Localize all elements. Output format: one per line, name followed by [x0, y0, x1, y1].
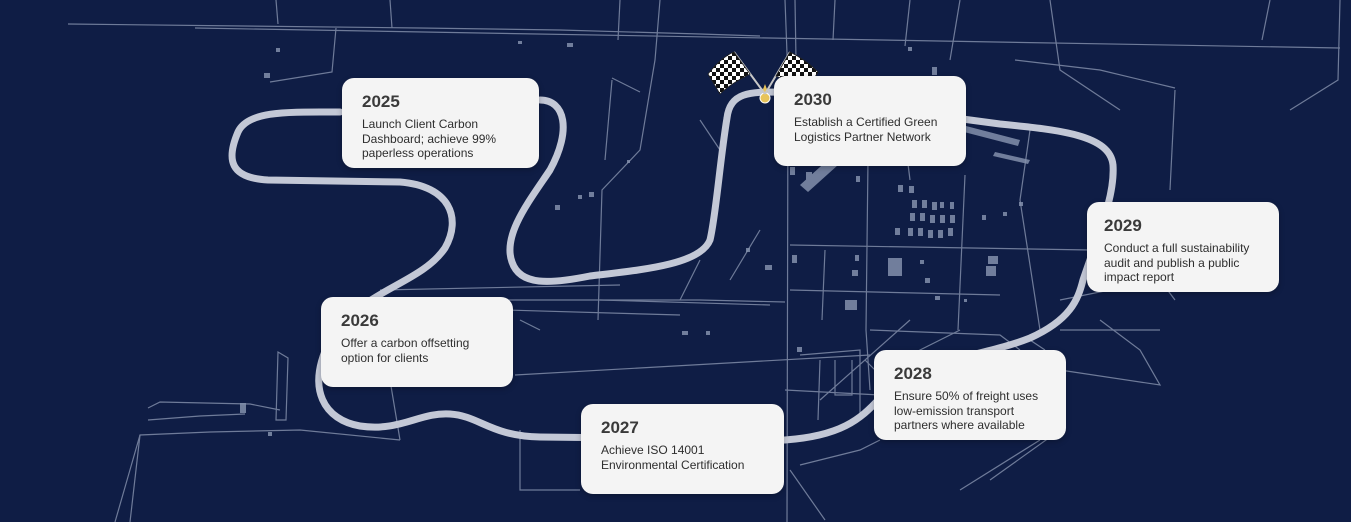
milestone-card-2026: 2026 Offer a carbon offsetting option fo… — [321, 297, 513, 387]
milestone-year: 2029 — [1104, 216, 1142, 235]
milestone-description: Achieve ISO 14001 Environmental Certific… — [601, 443, 745, 472]
milestone-description: Offer a carbon offsetting option for cli… — [341, 336, 470, 365]
milestone-card-2029: 2029 Conduct a full sustainability audit… — [1087, 202, 1279, 292]
milestone-description: Establish a Certified Green Logistics Pa… — [794, 115, 938, 144]
milestone-year: 2025 — [362, 92, 400, 111]
buildings — [240, 41, 1030, 436]
timeline-track — [228, 88, 1117, 444]
milestone-card-2027: 2027 Achieve ISO 14001 Environmental Cer… — [581, 404, 784, 494]
milestone-card-2030: 2030 Establish a Certified Green Logisti… — [774, 76, 966, 166]
milestone-card-2025: 2025 Launch Client Carbon Dashboard; ach… — [342, 78, 539, 168]
milestone-year: 2027 — [601, 418, 639, 437]
milestone-description: Ensure 50% of freight uses low-emission … — [894, 389, 1039, 432]
street-lines — [67, 0, 1341, 522]
milestone-card-2028: 2028 Ensure 50% of freight uses low-emis… — [874, 350, 1066, 440]
checkered-flag-icon — [707, 51, 766, 95]
milestone-year: 2026 — [341, 311, 379, 330]
milestone-year: 2030 — [794, 90, 832, 109]
milestone-year: 2028 — [894, 364, 932, 383]
milestone-description: Launch Client Carbon Dashboard; achieve … — [362, 117, 497, 160]
milestone-description: Conduct a full sustainability audit and … — [1104, 241, 1250, 284]
